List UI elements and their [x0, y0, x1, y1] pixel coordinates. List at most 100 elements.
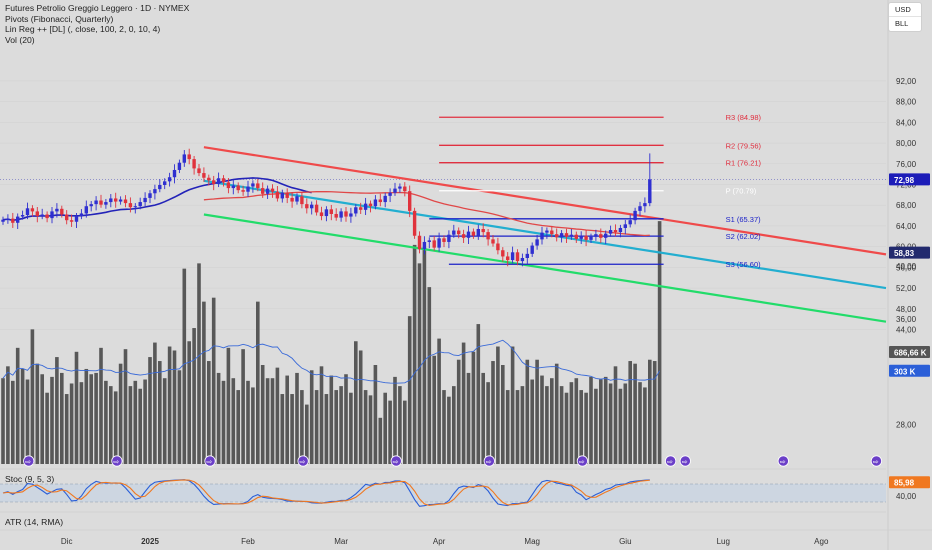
candle-body [50, 211, 54, 219]
volume-bar [510, 346, 515, 464]
atr-indicator-label[interactable]: ATR (14, RMA) [5, 517, 64, 527]
volume-indicator-label[interactable]: Vol (20) [5, 34, 35, 45]
candle-body [398, 186, 402, 189]
volume-bar [422, 247, 427, 464]
candle-body [241, 190, 245, 192]
volume-bar [628, 361, 632, 464]
event-markers[interactable]: ⇨ ⇨ ⇨ ⇨ ⇨ ⇨ ⇨ ⇨ ⇨ ⇨ ⇨ [23, 455, 883, 467]
candle-body [540, 232, 544, 240]
event-marker-glyph: ⇨ [486, 459, 492, 466]
volume-bar [172, 350, 177, 464]
volume-bar [256, 301, 260, 464]
candle-body [368, 203, 373, 207]
candle-body [501, 250, 505, 257]
volume-bar [25, 379, 30, 464]
time-label: Mag [524, 537, 540, 546]
time-label: Feb [241, 537, 255, 546]
volume-bar [599, 379, 603, 464]
candle-body [300, 196, 304, 205]
volume-bar [148, 357, 152, 464]
price-tick-label: 92,00 [896, 77, 917, 86]
volume-bar [339, 386, 343, 464]
currency-unit-selector[interactable]: USD BLL [888, 2, 922, 32]
volume-bar [535, 359, 539, 464]
volume-tick-label: 40,00 [896, 262, 917, 271]
unit-label[interactable]: BLL [895, 19, 909, 28]
volume-bar [427, 287, 432, 464]
volume-bar [486, 382, 490, 464]
candle-body [114, 198, 118, 202]
volume-bar [530, 379, 534, 464]
currency-label[interactable]: USD [889, 3, 921, 17]
volume-tick-label: 28,00 [896, 420, 917, 429]
volume-bar [123, 349, 128, 464]
stochastic-indicator-label[interactable]: Stoc (9, 5, 3) [5, 474, 55, 484]
candle-body [461, 234, 466, 238]
time-label: Dic [61, 537, 73, 546]
candle-body [74, 216, 79, 222]
volume-bar [349, 392, 353, 464]
event-marker-glyph: ⇨ [206, 459, 212, 466]
price-tick-label: 44,00 [896, 325, 917, 334]
volume-bar [393, 376, 397, 464]
price-axis[interactable]: 92,0088,0084,0080,0076,0072,0068,0064,00… [889, 77, 930, 501]
candle-body [212, 180, 216, 184]
candle-body [202, 173, 206, 178]
volume-bar [358, 350, 363, 464]
volume-bar [368, 395, 373, 464]
volume-bar [412, 244, 417, 464]
volume-bar [162, 378, 167, 464]
volume-ma-badge: 303 K [894, 367, 916, 376]
linreg-indicator-label[interactable]: Lin Reg ++ [DL] (, close, 100, 2, 0, 10,… [5, 24, 161, 35]
volume-bar [442, 390, 446, 464]
volume-bar [50, 376, 54, 464]
candle-body [525, 253, 529, 258]
volume-bar [564, 392, 569, 464]
pivot-label-r3: R3 (84.98) [726, 113, 762, 122]
event-marker-glyph: ⇨ [113, 459, 119, 466]
time-axis[interactable]: Dic 2025 Feb Mar Apr Mag Giu Lug Ago [61, 537, 829, 546]
candle-body [84, 206, 88, 214]
volume-bar [40, 374, 44, 464]
candle-body [613, 230, 618, 233]
event-marker-icon [483, 455, 495, 467]
candle-body [60, 208, 64, 215]
event-marker-glyph: ⇨ [25, 459, 31, 466]
volume-bar [118, 363, 123, 464]
candle-body [427, 240, 431, 242]
volume-bar [270, 378, 275, 464]
event-marker-glyph: ⇨ [667, 459, 673, 466]
candle-body [520, 258, 525, 262]
candle-body [354, 207, 358, 214]
volume-bar [589, 376, 593, 464]
candlestick-series [1, 148, 652, 267]
volume-bar [481, 372, 485, 464]
regression-channel [203, 146, 887, 323]
candle-body [55, 208, 59, 212]
volume-bar [584, 392, 588, 464]
candle-body [99, 200, 103, 205]
volume-bar [305, 404, 309, 464]
volume-bar [378, 417, 383, 464]
volume-bar [167, 346, 172, 464]
pivots-indicator-label[interactable]: Pivots (Fibonacci, Quarterly) [5, 13, 114, 24]
candle-body [388, 192, 392, 196]
candle-body [128, 203, 133, 208]
candle-body [604, 233, 608, 238]
volume-bar [319, 366, 324, 464]
candle-body [574, 234, 578, 239]
candle-body [275, 191, 280, 199]
volume-bar [260, 365, 265, 464]
candle-body [550, 230, 554, 235]
volume-bar [246, 380, 250, 464]
candle-body [187, 154, 191, 160]
volume-bar [456, 359, 461, 464]
channel-mid-line [203, 179, 887, 290]
symbol-title[interactable]: Futures Petrolio Greggio Leggero · 1D · … [5, 3, 190, 13]
stoch-badge-bg [889, 476, 930, 489]
candle-body [226, 182, 231, 189]
ma-price-badge-bg [889, 246, 930, 259]
candle-body [373, 199, 378, 207]
candle-body [104, 202, 108, 205]
